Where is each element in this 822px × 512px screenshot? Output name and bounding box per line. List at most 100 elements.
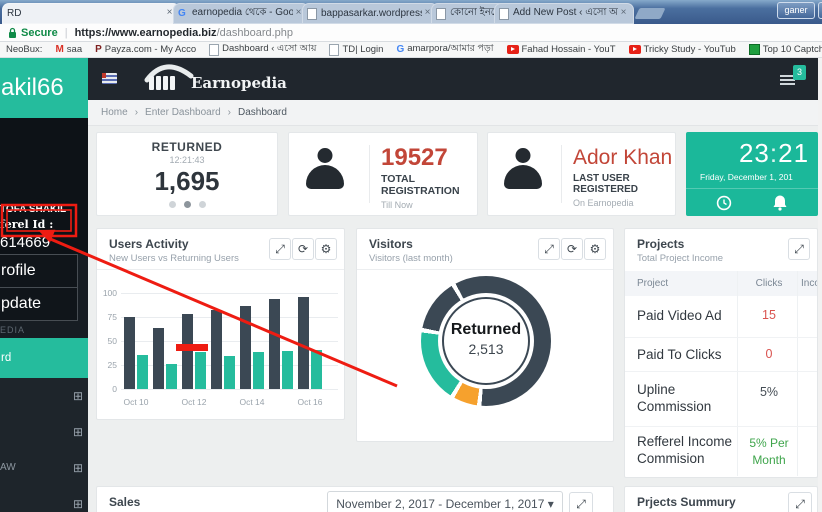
address-bar[interactable]: Secure | https://www.earnopedia.biz /das… [0, 24, 822, 42]
breadcrumb-separator: › [134, 107, 139, 118]
donut-inner-ring [442, 297, 530, 385]
expand-button[interactable]: ⤢ [538, 238, 560, 260]
browser-tab-2[interactable]: G earnopedia থেকে - Googl × [173, 3, 309, 24]
date-range-selector[interactable]: November 2, 2017 - December 1, 2017 ▾ [327, 491, 563, 512]
youtube-icon [628, 45, 641, 54]
user-icon [503, 148, 543, 190]
sidebar-item-4[interactable]: ⊞ [0, 486, 88, 512]
donut-center-value: 2,513 [468, 341, 504, 357]
settings-gear-button[interactable]: ⚙ [584, 238, 606, 260]
bookmark-tricky-study[interactable]: Tricky Study - YouTub [628, 44, 736, 55]
card-last-user: Ador Khan LAST USER REGISTERED On Earnop… [487, 132, 676, 216]
card-value: 1,695 [154, 166, 220, 196]
sidebar-menu-profile[interactable]: rofile [0, 255, 77, 288]
bookmark-td-login[interactable]: TD| Login [329, 43, 383, 56]
tab-close-icon[interactable]: × [166, 7, 173, 18]
carousel-dot-active[interactable] [183, 201, 191, 208]
bar-new-users [269, 298, 280, 389]
sidebar-brand[interactable]: akil66 [0, 58, 88, 118]
registration-label: TOTAL REGISTRATION [381, 173, 460, 197]
expand-plus-icon[interactable]: ⊞ [72, 425, 83, 439]
url-divider: | [64, 26, 68, 39]
browser-tab-3[interactable]: bappasarkar.wordpress.c × [302, 3, 438, 24]
project-name: Refferel Income Commision [637, 434, 733, 466]
panel-title: Prjects Summury [637, 495, 736, 509]
sidebar-toggle-icon[interactable] [102, 73, 117, 84]
bar-returning-users [137, 355, 148, 389]
column-project: Project [637, 278, 669, 289]
expand-plus-icon[interactable]: ⊞ [72, 389, 83, 403]
carousel-dot[interactable] [168, 201, 176, 208]
project-name: Upline Commission [637, 382, 712, 414]
lock-icon [9, 27, 16, 38]
bookmark-neobux[interactable]: NeoBux: [6, 44, 43, 55]
bookmark-fahad-hossain[interactable]: Fahad Hossain - YouT [506, 44, 616, 55]
users-activity-bar-chart: 0 25 50 75 100 Oct 10 Oct 12 Oct 14 Oct 16 [97, 229, 344, 419]
panel-sales: Sales Sales activity by period selected … [96, 486, 614, 512]
window-button-partial[interactable] [818, 2, 822, 19]
card-timestamp: 12:21:43 [169, 155, 205, 165]
tab-close-icon[interactable]: × [424, 7, 431, 18]
new-tab-button[interactable] [634, 8, 666, 19]
expand-plus-icon[interactable]: ⊞ [72, 461, 83, 475]
scrollbar[interactable] [818, 58, 822, 512]
y-axis-tick: 50 [107, 336, 117, 346]
bookmark-dashboard[interactable]: Dashboard ‹ এসো আয় [209, 42, 316, 57]
sidebar-user-panel: TOFA SHAKIL ferel Id : 614669 [0, 118, 88, 254]
bar-returning-users [282, 350, 293, 389]
bookmark-payza[interactable]: P Payza.com - My Acco [95, 44, 197, 55]
bell-icon[interactable] [772, 194, 788, 211]
bar-new-users [211, 310, 222, 389]
sidebar-user-name: TOFA SHAKIL [0, 204, 67, 215]
carousel-dots[interactable] [97, 201, 277, 208]
tab-close-icon[interactable]: × [295, 7, 302, 18]
clock-date: Friday, December 1, 201 [700, 172, 793, 182]
y-axis-tick: 0 [112, 384, 117, 394]
card-clock: 23:21 Friday, December 1, 201 [686, 132, 818, 216]
card-title: RETURNED [151, 140, 223, 154]
sidebar-item-1[interactable]: ⊞ [0, 378, 88, 415]
carousel-dot[interactable] [198, 201, 206, 208]
panel-subtitle: Visitors (last month) [369, 253, 453, 264]
browser-tab-1[interactable]: RD × [2, 3, 180, 24]
payza-icon: P [95, 44, 102, 55]
bookmark-captcha[interactable]: Top 10 Captcha Entry [748, 44, 822, 55]
project-name: Paid Video Ad [637, 308, 722, 323]
project-income: $ [799, 443, 817, 457]
ganer-window-button[interactable]: ganer [777, 2, 815, 19]
breadcrumb-enter-dashboard[interactable]: Enter Dashboard [145, 107, 221, 118]
column-income: Income [801, 278, 817, 289]
alarm-clock-icon[interactable] [716, 195, 732, 211]
x-axis-tick: Oct 14 [239, 397, 265, 407]
url-path: /dashboard.php [216, 26, 294, 39]
page-favicon-icon [436, 7, 446, 20]
notifications-icon[interactable] [780, 75, 795, 85]
app-logo[interactable]: Earnopedia [143, 64, 287, 92]
bar-new-users [298, 296, 309, 389]
bar-returning-users [224, 356, 235, 389]
y-axis-tick: 75 [107, 312, 117, 322]
expand-button[interactable]: ⤢ [788, 492, 812, 512]
expand-plus-icon[interactable]: ⊞ [72, 497, 83, 511]
divider [369, 145, 370, 203]
sidebar-item-dashboard-active[interactable]: rd [0, 338, 88, 378]
expand-button[interactable]: ⤢ [569, 492, 593, 512]
column-divider [797, 271, 798, 476]
tab-close-icon[interactable]: × [620, 7, 627, 18]
card-returned: RETURNED 12:21:43 1,695 [96, 132, 278, 216]
refresh-button[interactable]: ⟳ [561, 238, 583, 260]
breadcrumb-home[interactable]: Home [101, 107, 128, 118]
x-axis-tick: Oct 10 [123, 397, 149, 407]
notification-badge[interactable]: 3 [793, 65, 806, 80]
sidebar-item-2[interactable]: ⊞ [0, 414, 88, 451]
browser-tab-5[interactable]: Add New Post ‹ এসো আয় × [494, 3, 634, 24]
sidebar-menu-update[interactable]: pdate [1, 295, 42, 312]
y-axis-tick: 25 [107, 360, 117, 370]
sidebar-item-withdraw[interactable]: AW ⊞ [0, 450, 88, 487]
registration-count: 19527 [381, 144, 448, 171]
page-favicon-icon [307, 7, 317, 20]
expand-button[interactable]: ⤢ [788, 238, 810, 260]
clock-time: 23:21 [738, 138, 810, 168]
